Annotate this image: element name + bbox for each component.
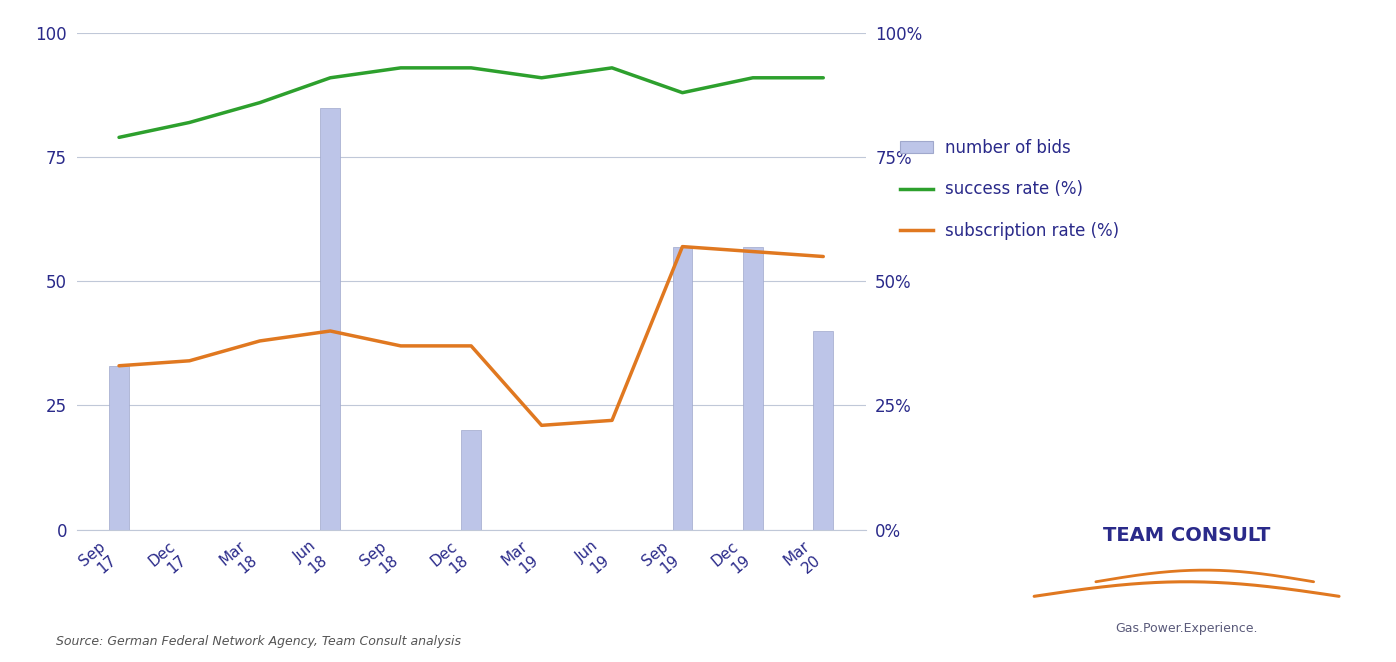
Bar [109,365,128,530]
Bar [461,430,482,530]
Bar [321,108,341,530]
Bar [673,247,692,530]
Text: TEAM CONSULT: TEAM CONSULT [1103,526,1270,545]
Bar [743,247,762,530]
Bar [814,331,833,530]
Legend: number of bids, success rate (%), subscription rate (%): number of bids, success rate (%), subscr… [893,132,1127,246]
Text: Gas.Power.Experience.: Gas.Power.Experience. [1115,622,1258,635]
Text: Source: German Federal Network Agency, Team Consult analysis: Source: German Federal Network Agency, T… [56,636,461,649]
